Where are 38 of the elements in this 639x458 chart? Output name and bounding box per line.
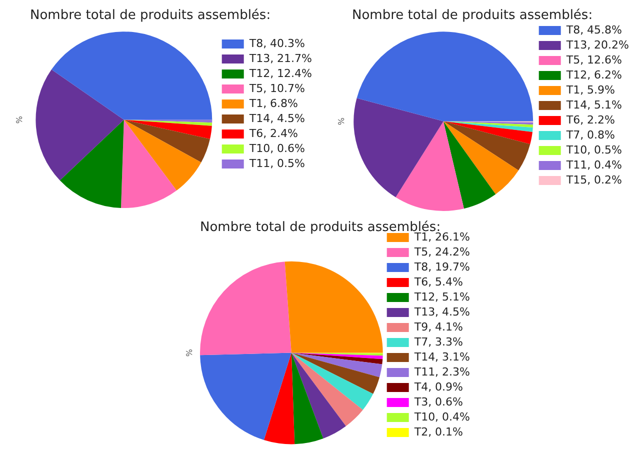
legend-label: T7, 0.8%	[565, 128, 616, 142]
legend-label: T4, 0.9%	[413, 380, 464, 394]
legend-label: T1, 5.9%	[565, 83, 616, 96]
legend-label: T5, 12.6%	[565, 53, 622, 66]
legend-label: T5, 24.2%	[413, 245, 470, 258]
legend-label: T10, 0.4%	[413, 410, 470, 424]
legend-label: T5, 10.7%	[248, 82, 305, 95]
legend-label: T1, 6.8%	[248, 96, 298, 110]
legend-label: T9, 4.1%	[413, 320, 464, 334]
legend-label: T3, 0.6%	[413, 395, 464, 408]
chart-title: Nombre total de produits assemblés:	[352, 8, 593, 24]
legend-label: T12, 12.4%	[248, 66, 312, 80]
legend-label: T14, 3.1%	[413, 350, 470, 364]
legend-label: T8, 40.3%	[248, 36, 305, 50]
legend-label: T15, 0.2%	[565, 173, 622, 186]
legend-label: T11, 2.3%	[413, 365, 470, 378]
legend-label: T13, 20.2%	[565, 38, 629, 52]
legend-label: T14, 4.5%	[248, 112, 305, 125]
legend-label: T8, 45.8%	[565, 23, 622, 36]
legend-label: T10, 0.5%	[565, 143, 622, 156]
legend-label: T2, 0.1%	[413, 425, 464, 438]
text: %	[337, 117, 346, 126]
text: %	[15, 116, 24, 124]
legend-label: T7, 3.3%	[413, 335, 464, 348]
legend-label: T6, 2.4%	[248, 126, 298, 140]
legend-label: T13, 4.5%	[413, 305, 470, 318]
legend-label: T11, 0.4%	[565, 158, 622, 172]
legend-label: T13, 21.7%	[248, 52, 312, 65]
legend-label: T12, 5.1%	[413, 290, 470, 304]
legend-label: T12, 6.2%	[565, 68, 622, 82]
legend-label: T6, 2.2%	[565, 113, 616, 126]
text: %	[185, 348, 194, 357]
legend-label: T11, 0.5%	[248, 156, 305, 170]
legend-label: T8, 19.7%	[413, 260, 470, 274]
legend-label: T6, 5.4%	[413, 275, 464, 288]
legend-label: T14, 5.1%	[565, 98, 622, 112]
chart-title: Nombre total de produits assemblés:	[30, 8, 271, 24]
legend-label: T10, 0.6%	[248, 142, 305, 155]
